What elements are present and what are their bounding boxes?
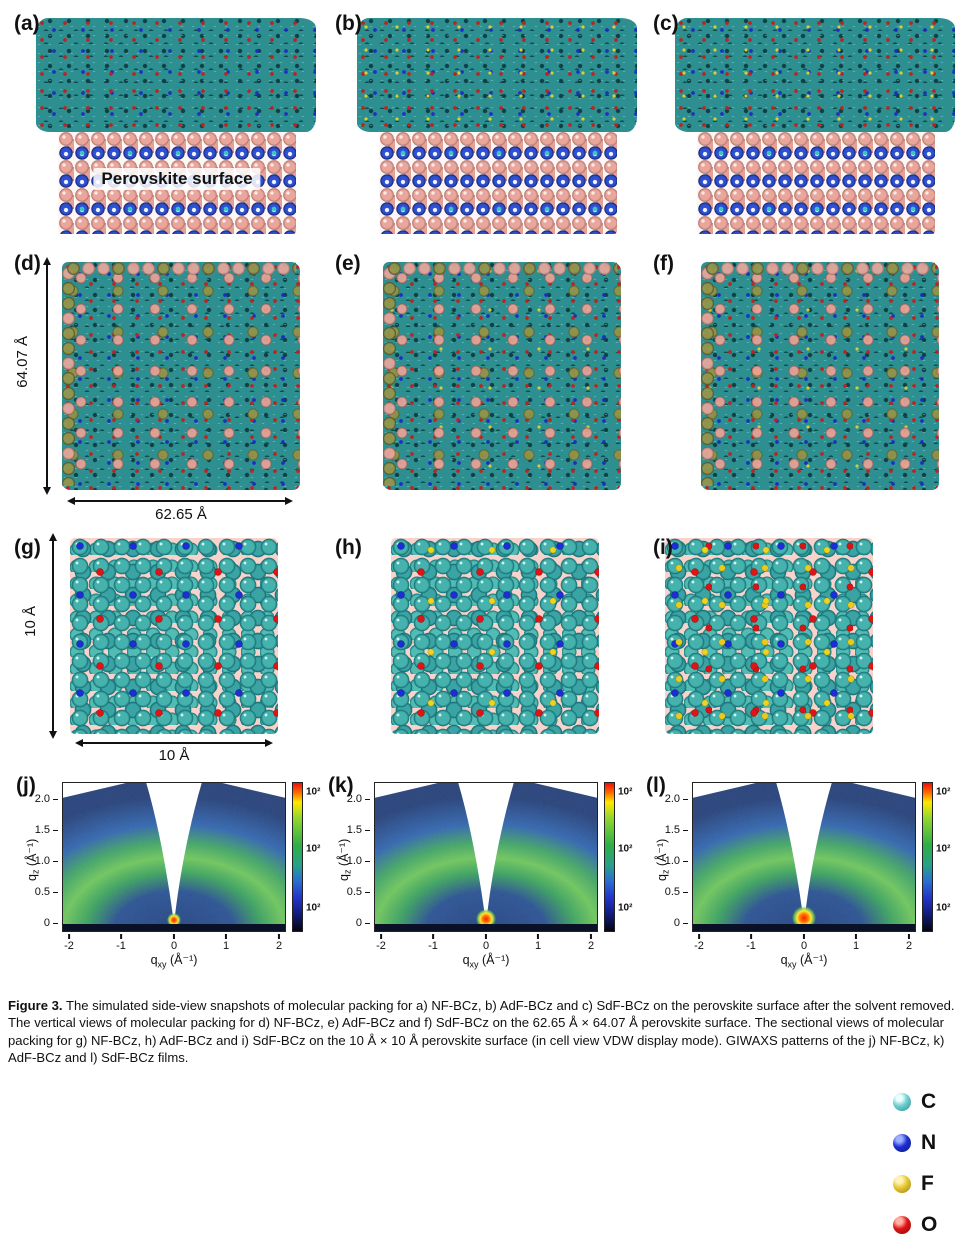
y-axis-ticks: 2.0 1.5 1.0 0.5 0	[18, 782, 58, 932]
x-axis-label: qxy (Å⁻¹)	[462, 953, 510, 970]
legend-label: C	[921, 1090, 937, 1113]
panel-k-label: (k)	[328, 774, 354, 797]
panel-b: (b)	[327, 4, 649, 242]
y-axis-ticks: 2.0 1.5 1.0 0.5 0	[648, 782, 688, 932]
spacefill-nfbcz	[70, 538, 278, 734]
height-dimension-label: 64.07 Å	[14, 336, 31, 388]
colorbar-labels: 10² 10² 10²	[618, 786, 633, 914]
molecular-square-sdfbcz-vertical	[701, 262, 939, 490]
width-dimension-label: 62.65 Å	[155, 506, 207, 523]
panel-e: (e)	[327, 244, 649, 526]
colorbar	[604, 782, 615, 932]
molecular-square-nfbcz-vertical	[62, 262, 300, 490]
giwaxs-image	[62, 782, 286, 932]
panel-g: (g) 10 Å 10 Å	[6, 528, 328, 764]
colorbar	[922, 782, 933, 932]
panel-h-label: (h)	[335, 536, 362, 559]
figure-caption: Figure 3. The simulated side-view snapsh…	[8, 997, 960, 1066]
spacefill-adfbcz	[391, 538, 599, 734]
legend-label: N	[921, 1131, 937, 1154]
legend-label: O	[921, 1213, 938, 1236]
perovskite-slab	[697, 132, 935, 234]
x-axis-label: qxy (Å⁻¹)	[150, 953, 198, 970]
x-axis-label: qxy (Å⁻¹)	[780, 953, 828, 970]
perovskite-surface-label: Perovskite surface	[93, 167, 261, 190]
panel-l: (l) qz (Å⁻¹) 2.0 1.5 1.0 0.5 0 10² 10²	[630, 756, 952, 984]
figure-page: { "figure": { "caption_label": "Figure 3…	[0, 0, 968, 1068]
molecular-layer-sdfbcz-side	[675, 18, 955, 132]
height-dimension-label: 10 Å	[22, 606, 39, 637]
legend-item-carbon: C	[893, 1090, 963, 1114]
vertical-dimension-arrow	[42, 257, 51, 495]
vertical-dimension-arrow	[48, 533, 57, 739]
legend-item-oxygen: O	[893, 1213, 963, 1237]
row-sectional-views: (g) 10 Å 10 Å (h) (i) C N F O	[0, 528, 968, 1236]
panel-c: (c)	[645, 4, 967, 242]
molecular-layer-nfbcz-side	[36, 18, 316, 132]
legend-item-nitrogen: N	[893, 1131, 963, 1155]
row-side-views: (a) Perovskite surface (b) (c)	[0, 4, 968, 242]
colorbar-labels: 10² 10² 10²	[936, 786, 951, 914]
panel-h: (h)	[327, 528, 649, 754]
giwaxs-image	[374, 782, 598, 932]
panel-l-label: (l)	[646, 774, 666, 797]
panel-d-label: (d)	[14, 252, 41, 275]
panel-g-label: (g)	[14, 536, 41, 559]
panel-j: (j) qz (Å⁻¹) 2.0 1.5 1.0 0.5 0 10² 10²	[0, 756, 322, 984]
legend-label: F	[921, 1172, 934, 1195]
colorbar	[292, 782, 303, 932]
carbon-sphere-icon	[893, 1093, 911, 1111]
molecular-square-adfbcz-vertical	[383, 262, 621, 490]
panel-j-label: (j)	[16, 774, 36, 797]
colorbar-labels: 10² 10² 10²	[306, 786, 321, 914]
panel-a: (a) Perovskite surface	[6, 4, 328, 242]
panel-e-label: (e)	[335, 252, 361, 275]
panel-b-label: (b)	[335, 12, 362, 35]
panel-f: (f)	[645, 244, 967, 526]
molecular-layer-adfbcz-side	[357, 18, 637, 132]
y-axis-ticks: 2.0 1.5 1.0 0.5 0	[330, 782, 370, 932]
atom-legend: C N F O	[893, 1090, 963, 1254]
giwaxs-image	[692, 782, 916, 932]
horizontal-dimension-arrow	[75, 738, 273, 747]
panel-f-label: (f)	[653, 252, 674, 275]
row-giwaxs: (j) qz (Å⁻¹) 2.0 1.5 1.0 0.5 0 10² 10²	[0, 756, 968, 984]
figure-caption-text: The simulated side-view snapshots of mol…	[8, 998, 955, 1065]
panel-c-label: (c)	[653, 12, 679, 35]
panel-i-label: (i)	[653, 536, 673, 559]
giwaxs-plot-nfbcz	[62, 782, 286, 932]
panel-d: (d) 64.07 Å 62.65 Å	[6, 244, 328, 526]
panel-k: (k) qz (Å⁻¹) 2.0 1.5 1.0 0.5 0 10² 10²	[312, 756, 634, 984]
spacefill-sdfbcz	[665, 538, 873, 734]
panel-a-label: (a)	[14, 12, 40, 35]
nitrogen-sphere-icon	[893, 1134, 911, 1152]
perovskite-slab: Perovskite surface	[58, 132, 296, 234]
panel-i: (i)	[645, 528, 967, 754]
row-vertical-views: (d) 64.07 Å 62.65 Å (e) (f)	[0, 244, 968, 526]
horizontal-dimension-arrow	[67, 496, 293, 505]
perovskite-slab	[379, 132, 617, 234]
oxygen-sphere-icon	[893, 1216, 911, 1234]
giwaxs-plot-sdfbcz	[692, 782, 916, 932]
fluorine-sphere-icon	[893, 1175, 911, 1193]
x-axis-ticks: -2 -1 0 1 2	[692, 934, 916, 952]
giwaxs-plot-adfbcz	[374, 782, 598, 932]
x-axis-ticks: -2 -1 0 1 2	[374, 934, 598, 952]
figure-caption-number: Figure 3.	[8, 998, 63, 1014]
width-dimension-label: 10 Å	[158, 747, 190, 764]
x-axis-ticks: -2 -1 0 1 2	[62, 934, 286, 952]
legend-item-fluorine: F	[893, 1172, 963, 1196]
